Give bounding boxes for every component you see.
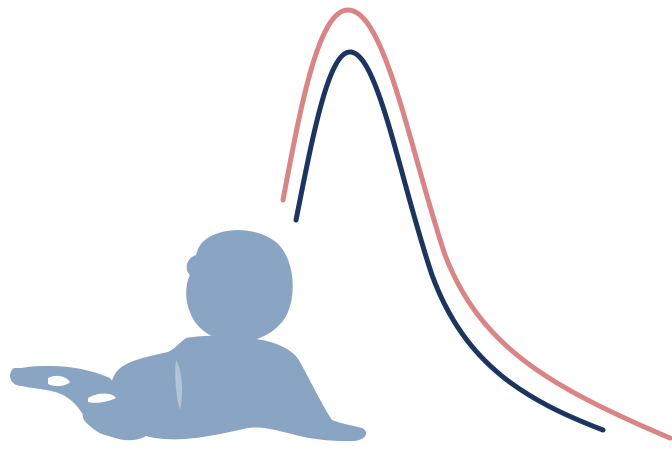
upper-curve — [280, 7, 672, 441]
baby-arm-shadow — [175, 360, 183, 410]
baby-silhouette-icon — [10, 230, 367, 442]
baby-body — [82, 335, 367, 442]
baby-highlight-2 — [88, 393, 116, 403]
baby-leg — [12, 366, 124, 436]
baby-foot — [10, 368, 28, 386]
baby-ear — [187, 292, 195, 308]
lower-curve — [293, 49, 606, 433]
baby-highlight — [48, 375, 70, 387]
baby-head — [186, 230, 293, 342]
